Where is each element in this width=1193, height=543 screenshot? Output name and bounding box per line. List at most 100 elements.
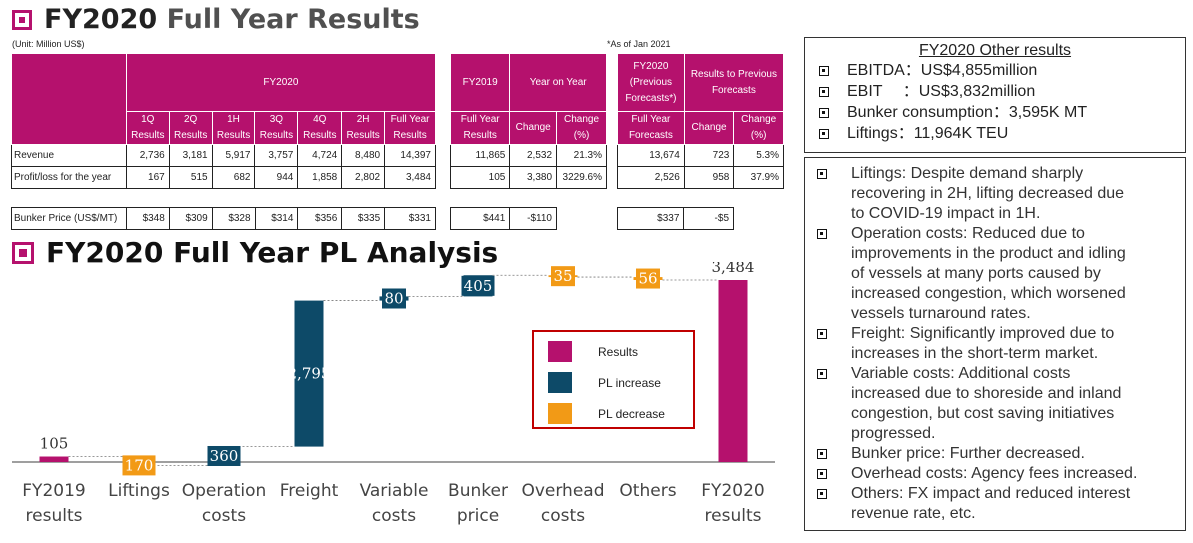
waterfall-bar (39, 456, 69, 462)
title-sub: Full Year Results (166, 4, 420, 35)
bullet-text: EBIT ：US$3,832million (847, 83, 1036, 100)
table-cell: 11,865 (449, 144, 511, 167)
bullet-text: Bunker price: Further decreased. (851, 445, 1085, 462)
table-cell: 944 (254, 166, 299, 189)
legend-label: Results (598, 344, 639, 359)
category-tick-label: price (457, 506, 499, 526)
legend-swatch (548, 341, 572, 362)
bullet-item: Operation costs: Reduced due to improveme… (805, 224, 1185, 324)
page-title: FY2020 Full Year Results (12, 4, 420, 35)
chart-title: FY2020 Full Year PL Analysis (12, 236, 498, 269)
table-cell: 3,484 (384, 166, 436, 189)
bullet-item: Bunker consumption：3,595K MT (805, 103, 1185, 123)
category-tick-label: Overhead (521, 481, 604, 501)
fy2020-header: FY2020 (125, 53, 437, 112)
forecast-table: FY2020 (Previous Forecasts*) Results to … (617, 53, 785, 189)
bullet-item: Variable costs: Additional costs increase… (805, 364, 1185, 444)
table-corner (11, 53, 127, 145)
column-header: Change (683, 111, 735, 145)
bullet-text: Bunker consumption：3,595K MT (847, 104, 1088, 121)
bullet-text: Others: FX impact and reduced interest re… (851, 485, 1131, 522)
waterfall-bar (718, 280, 748, 462)
data-label-box (551, 266, 575, 287)
table-cell: $356 (297, 207, 343, 230)
bullet-text: Variable costs: Additional costs increase… (851, 365, 1122, 442)
other-results-heading: FY2020 Other results (918, 42, 1072, 59)
category-tick-label: Operation (182, 481, 267, 501)
column-header: Change (%) (556, 111, 607, 145)
table-cell: 3,181 (168, 144, 213, 167)
bunker-forecast-table: $337 -$5 (616, 207, 734, 230)
waterfall-bar (294, 300, 324, 447)
table-cell: 5.3% (733, 144, 784, 167)
bullet-text: Overhead costs: Agency fees increased. (851, 465, 1138, 482)
checkbox-bullet-icon (817, 229, 827, 239)
category-tick-label: Variable (360, 481, 429, 501)
table-cell: 167 (125, 166, 170, 189)
table-cell: $335 (341, 207, 386, 230)
category-tick-label: costs (372, 506, 416, 526)
table-cell: 4,724 (297, 144, 343, 167)
fy2019-header: FY2019 (449, 53, 511, 112)
as-of-note: *As of Jan 2021 (607, 39, 671, 49)
data-label-box (636, 268, 660, 289)
category-tick-label: Liftings (108, 481, 170, 501)
table-cell: 958 (683, 166, 735, 189)
checkbox-bullet-icon (817, 469, 827, 479)
checkbox-bullet-icon (819, 129, 829, 139)
bunker-yoy-table: $441 -$110 (449, 207, 557, 230)
notes-panel: Liftings: Despite demand sharply recoveri… (804, 157, 1186, 531)
data-label-box (122, 455, 156, 476)
table-cell: $328 (211, 207, 256, 230)
category-tick-label: results (705, 506, 762, 526)
table-cell: $441 (449, 207, 511, 230)
bullet-item: Liftings: Despite demand sharply recoveri… (805, 164, 1185, 224)
data-label-box (207, 445, 241, 466)
table-cell: 105 (449, 166, 511, 189)
table-cell: $314 (254, 207, 299, 230)
column-header: 1H Results (211, 111, 256, 145)
legend-label: PL increase (598, 375, 661, 390)
fy2020-results-table: FY2020 1Q Results 2Q Results 1H Results 3Q … (11, 53, 437, 189)
category-tick-label: costs (202, 506, 246, 526)
table-cell: 515 (168, 166, 213, 189)
data-label: 2,795 (288, 365, 331, 383)
row-label: Profit/loss for the year (11, 166, 127, 189)
category-tick-label: costs (541, 506, 585, 526)
table-cell: 2,736 (125, 144, 170, 167)
column-header: Full Year Results (449, 111, 511, 145)
table-cell: 14,397 (384, 144, 436, 167)
data-label: 56 (638, 270, 657, 288)
column-header: 3Q Results (254, 111, 299, 145)
table-cell: -$5 (683, 207, 734, 230)
row-label: Bunker Price (US$/MT) (11, 207, 127, 230)
fy2019-yoy-table: FY2019 Year on Year Full Year Results Cha… (449, 53, 607, 189)
data-label: 105 (40, 435, 69, 453)
column-header: Change (%) (733, 111, 784, 145)
bullet-text: Freight: Significantly improved due to in… (851, 325, 1115, 362)
forecast-header: FY2020 (Previous Forecasts*) (617, 53, 685, 112)
title-main: FY2020 (44, 4, 158, 35)
bullet-item: EBIT ：US$3,832million (805, 82, 1185, 102)
data-label: 80 (384, 289, 403, 307)
table-cell: 21.3% (556, 144, 607, 167)
column-header: 4Q Results (297, 111, 343, 145)
checkbox-bullet-icon (817, 449, 827, 459)
data-label: 405 (464, 277, 493, 295)
data-label: 3,484 (712, 262, 755, 276)
category-tick-label: Freight (280, 481, 339, 501)
checkbox-bullet-icon (817, 489, 827, 499)
table-cell: 1,858 (297, 166, 343, 189)
table-cell: $331 (384, 207, 436, 230)
table-cell: 3229.6% (556, 166, 607, 189)
diff-header: Results to Previous Forecasts (683, 53, 785, 112)
bullet-item: Liftings：11,964K TEU (805, 124, 1185, 144)
checkbox-bullet-icon (819, 108, 829, 118)
bullet-text: Operation costs: Reduced due to improveme… (851, 225, 1126, 322)
table-cell: $348 (125, 207, 170, 230)
pl-waterfall-chart: 105 170 360 2,795 80 405 35 56 3,484 FY2019 result… (12, 262, 775, 526)
data-label-box (382, 288, 406, 309)
bullet-item: Freight: Significantly improved due to in… (805, 324, 1185, 364)
legend-label: PL decrease (598, 406, 665, 421)
column-header: Full Year Forecasts (617, 111, 685, 145)
